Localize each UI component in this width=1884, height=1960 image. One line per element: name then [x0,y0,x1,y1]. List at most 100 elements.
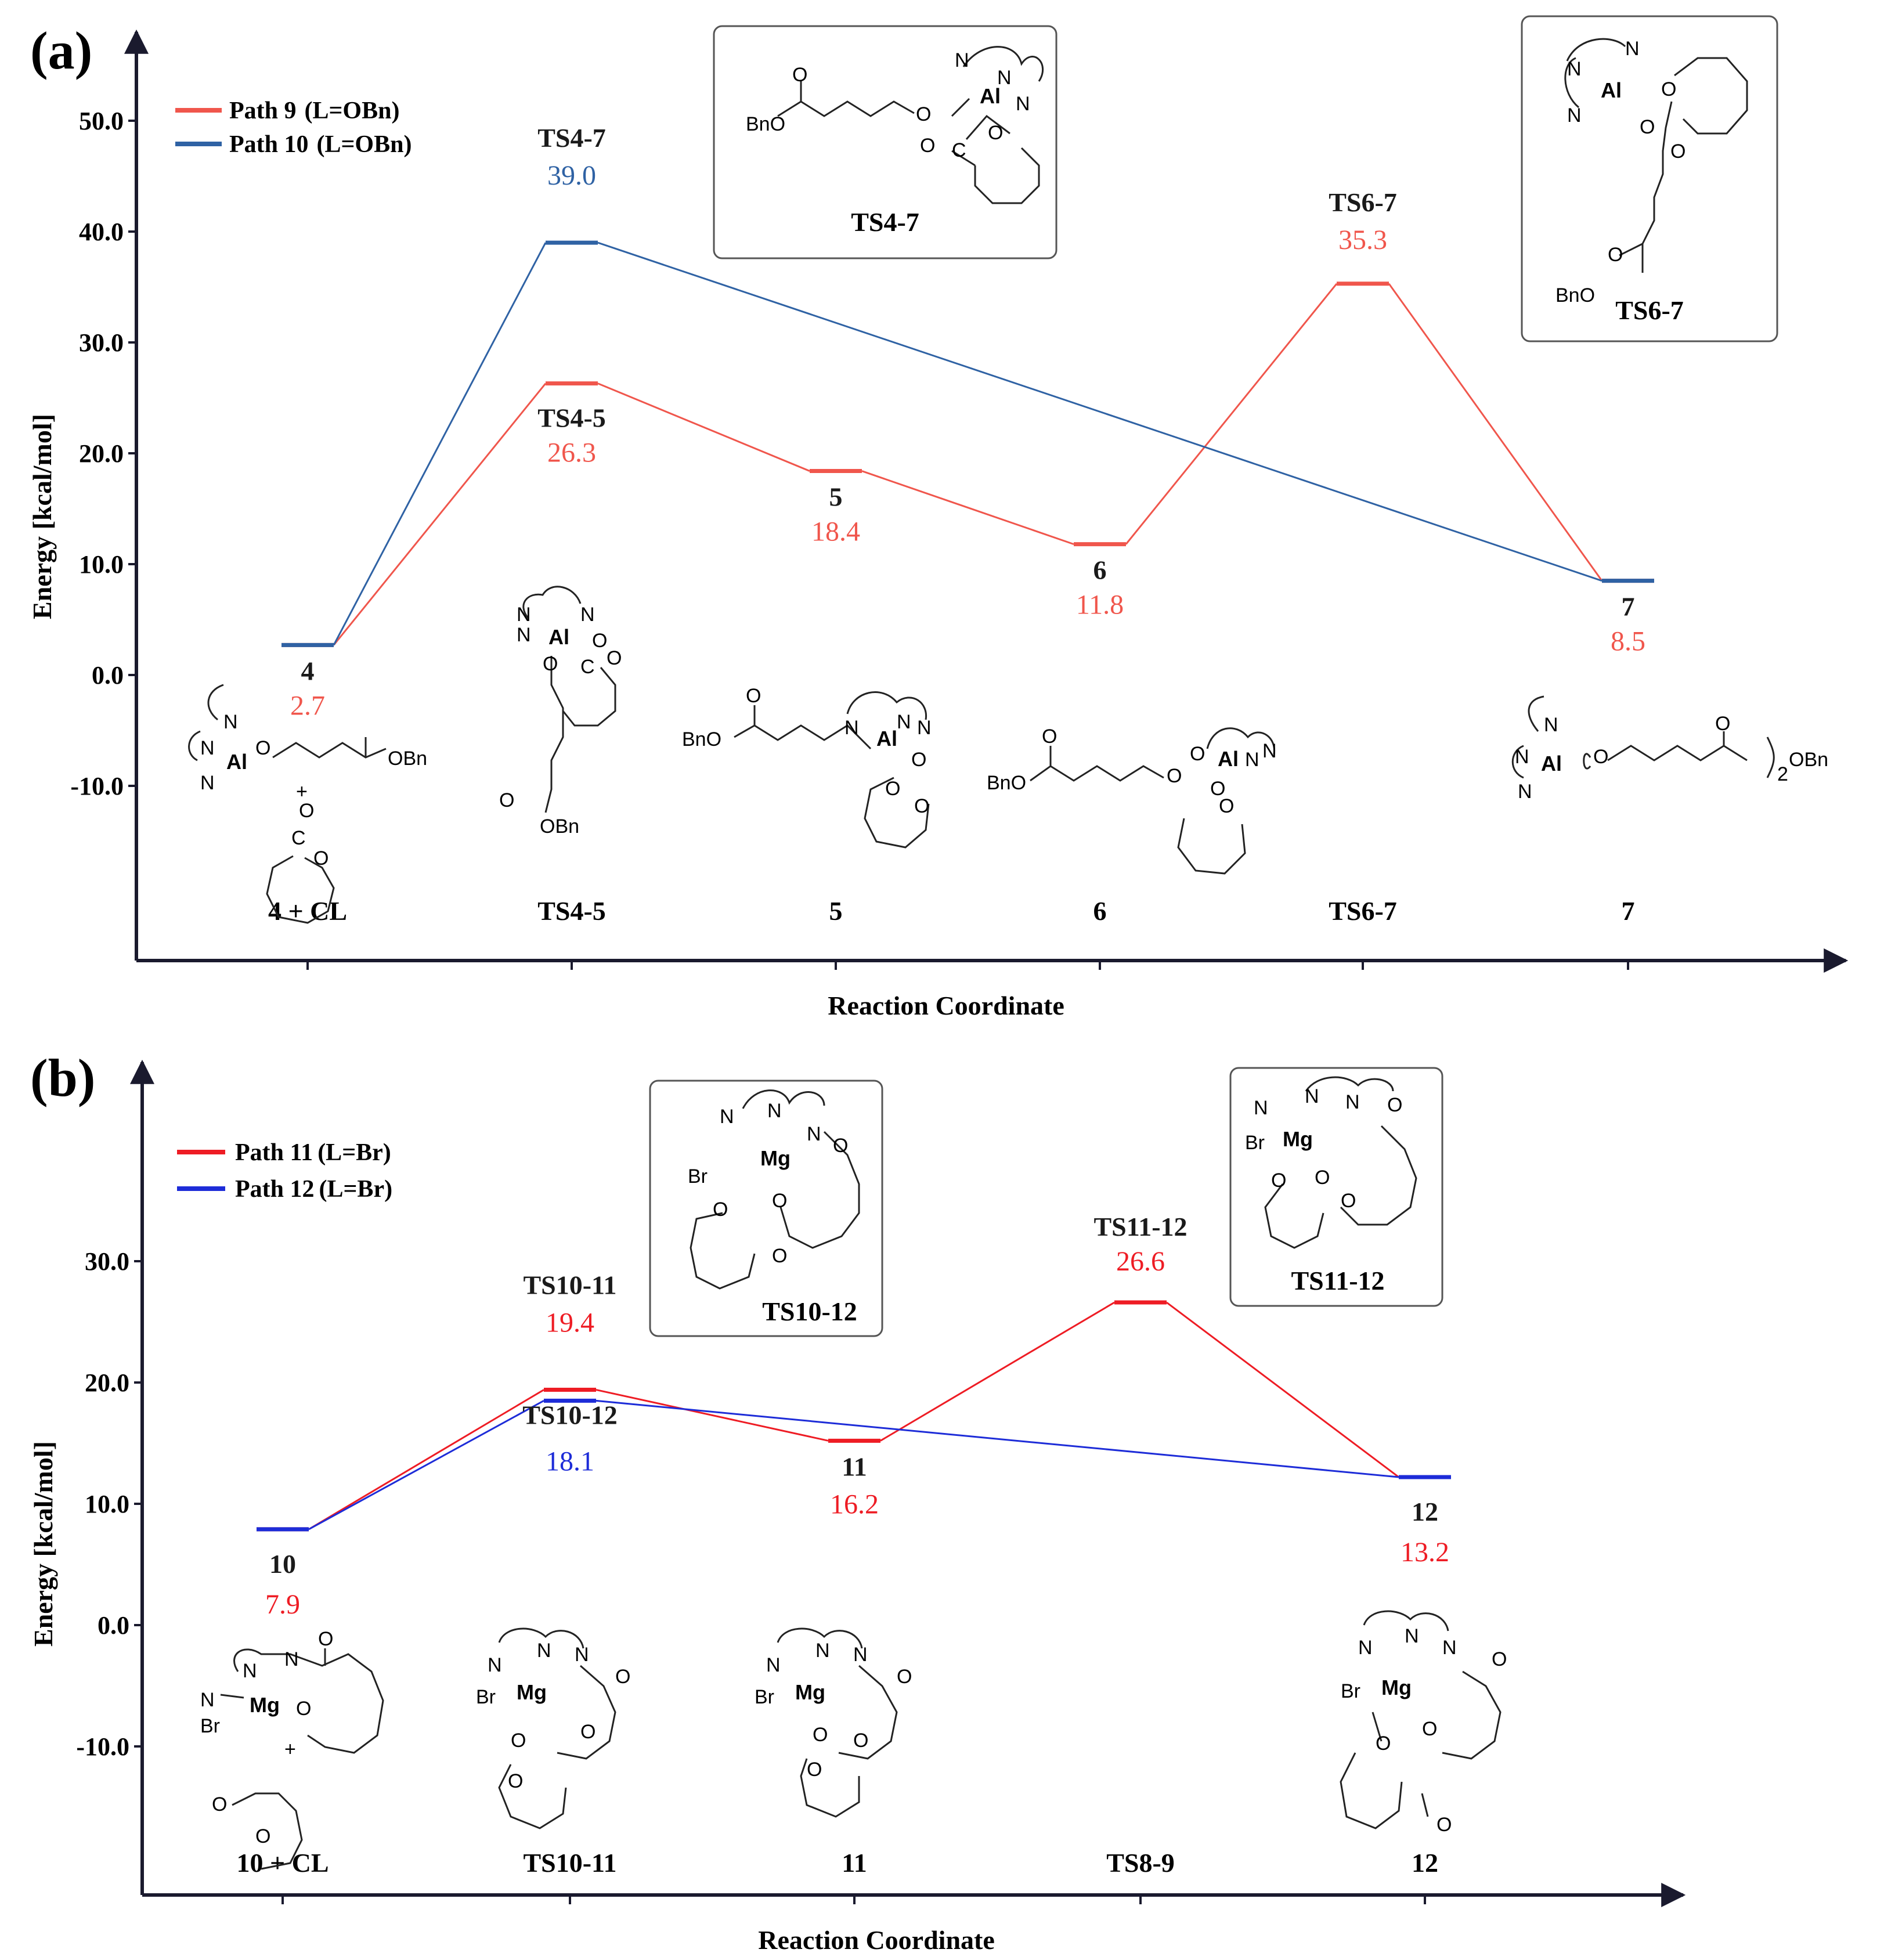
energy-value-label: 2.7 [290,690,325,721]
atom-label: N [223,711,238,733]
molecule-bonds [1030,727,1275,875]
atom-label: O [1376,1732,1391,1755]
atom-label: N [955,49,969,71]
atom-label: N [1567,104,1582,127]
y-ticks-b: 30.0 20.0 10.0 0.0 -10.0 [76,1247,142,1761]
atom-label: O [1341,1190,1356,1212]
atom-label: BnO [1555,284,1595,306]
atom-label: O [1593,746,1608,768]
atom-label: N [284,1648,299,1670]
molecule-bonds [498,1627,616,1829]
molecule-bonds [1340,1610,1502,1829]
atom-label: O [911,749,926,771]
state-label: TS10-12 [522,1400,618,1430]
atom-label: N [1345,1091,1360,1113]
state-label: 7 [1622,592,1635,622]
atom-label: N [1567,58,1582,80]
atom-label: N [537,1640,551,1662]
atom-label: Mg [1381,1676,1412,1699]
inset-caption: TS10-12 [762,1297,857,1326]
state-label: 5 [829,482,843,512]
legend-label-path-12: Path 12 (L=Br) [235,1176,392,1203]
atom-label: N [200,772,215,794]
legend-label-path-11: Path 11 (L=Br) [235,1139,391,1166]
atom-label: O [813,1724,828,1746]
series-connector [333,382,547,646]
inset-frame [1229,1067,1443,1307]
structure-ts4-5: N N N Al O O C O O OBn [499,586,622,838]
atom-label: O [792,64,807,86]
atom-label: O [1387,1094,1402,1116]
atom-label: N [580,604,595,626]
structure-4-cl: N N N Al O OBn + O C O [188,684,427,924]
energy-value-label: 35.3 [1338,225,1387,255]
atom-label: O [255,737,270,759]
y-tick-label: 0.0 [92,661,124,690]
energy-value-label: 16.2 [830,1489,879,1519]
inset-frame [1521,15,1778,342]
atom-label: O [592,630,607,652]
series-connector [1166,1301,1399,1478]
ligand-arc [1305,1076,1394,1092]
energy-value-label: 26.3 [547,438,596,468]
atom-label: O [897,1666,912,1688]
atom-label: O [807,1759,822,1781]
atom-label: N [897,711,911,733]
atom-label: C [580,656,595,678]
inset-caption: TS11-12 [1291,1266,1384,1295]
category-labels-a: 4 + CL TS4-5 5 6 TS6-7 7 [268,896,1635,970]
energy-value-label: 18.4 [811,517,860,547]
atom-label: N [767,1100,782,1122]
structure-6: BnO O N N Al O O O O [987,725,1277,875]
atom-label: O [299,800,314,822]
series-connector [1388,283,1603,582]
y-tick-label: 30.0 [85,1247,129,1276]
atom-label: O [1210,778,1225,800]
atom-label: N [200,1689,215,1711]
molecule-bonds [1511,695,1775,779]
category-label: TS10-11 [523,1848,616,1878]
state-label: TS4-7 [537,123,606,153]
structure-7: N N N Al O O 2 OBn [1511,695,1828,803]
axes-b: Reaction Coordinate Energy [kcal/mol] [28,1059,1686,1955]
atom-label: O [772,1190,787,1212]
energy-value-label: 19.4 [546,1308,594,1338]
series-connector [595,1389,829,1442]
molecule-bonds [1264,1125,1417,1249]
series-connector [1125,283,1338,545]
atom-label: Al [1218,747,1239,771]
atom-label: O [1661,78,1676,100]
y-tick-label: 20.0 [85,1369,129,1397]
category-label: 10 + CL [236,1848,329,1878]
atom-label: O [607,647,622,669]
atom-label: N [200,737,215,759]
legend-label-path-9: Path 9 (L=OBn) [229,98,399,124]
structure-10-cl: N N O N Mg O Br + O O [200,1628,384,1870]
atom-label: O [1715,713,1730,735]
atom-label: Al [980,84,1001,108]
atom-label: O [508,1770,523,1792]
atom-label: N [1305,1085,1319,1107]
atom-label: OBn [540,815,579,838]
category-label: 7 [1622,896,1635,926]
inset-ts4-7: N N Al N BnO O O C O O TS4-7 [713,25,1058,259]
atom-label: O [212,1793,227,1815]
molecule-bonds [220,1648,384,1870]
molecule-bonds [188,684,387,924]
atom-label: O [1492,1648,1507,1670]
state-label: TS4-5 [537,403,606,433]
category-label: TS8-9 [1106,1848,1175,1878]
atom-label: OBn [1789,749,1828,771]
atom-label: Mg [795,1680,825,1704]
category-label: 12 [1412,1848,1438,1878]
atom-label: O [1640,116,1655,138]
ligand-arc [1564,38,1626,109]
molecule-bonds [690,1131,860,1290]
category-label: TS4-5 [537,896,606,926]
series-connector [308,1400,544,1531]
inset-ts11-12: N N N O Br Mg O O O TS11-12 [1229,1067,1443,1307]
molecule-bonds [734,691,930,849]
atom-label: + [284,1738,296,1760]
atom-label: O [499,789,514,811]
